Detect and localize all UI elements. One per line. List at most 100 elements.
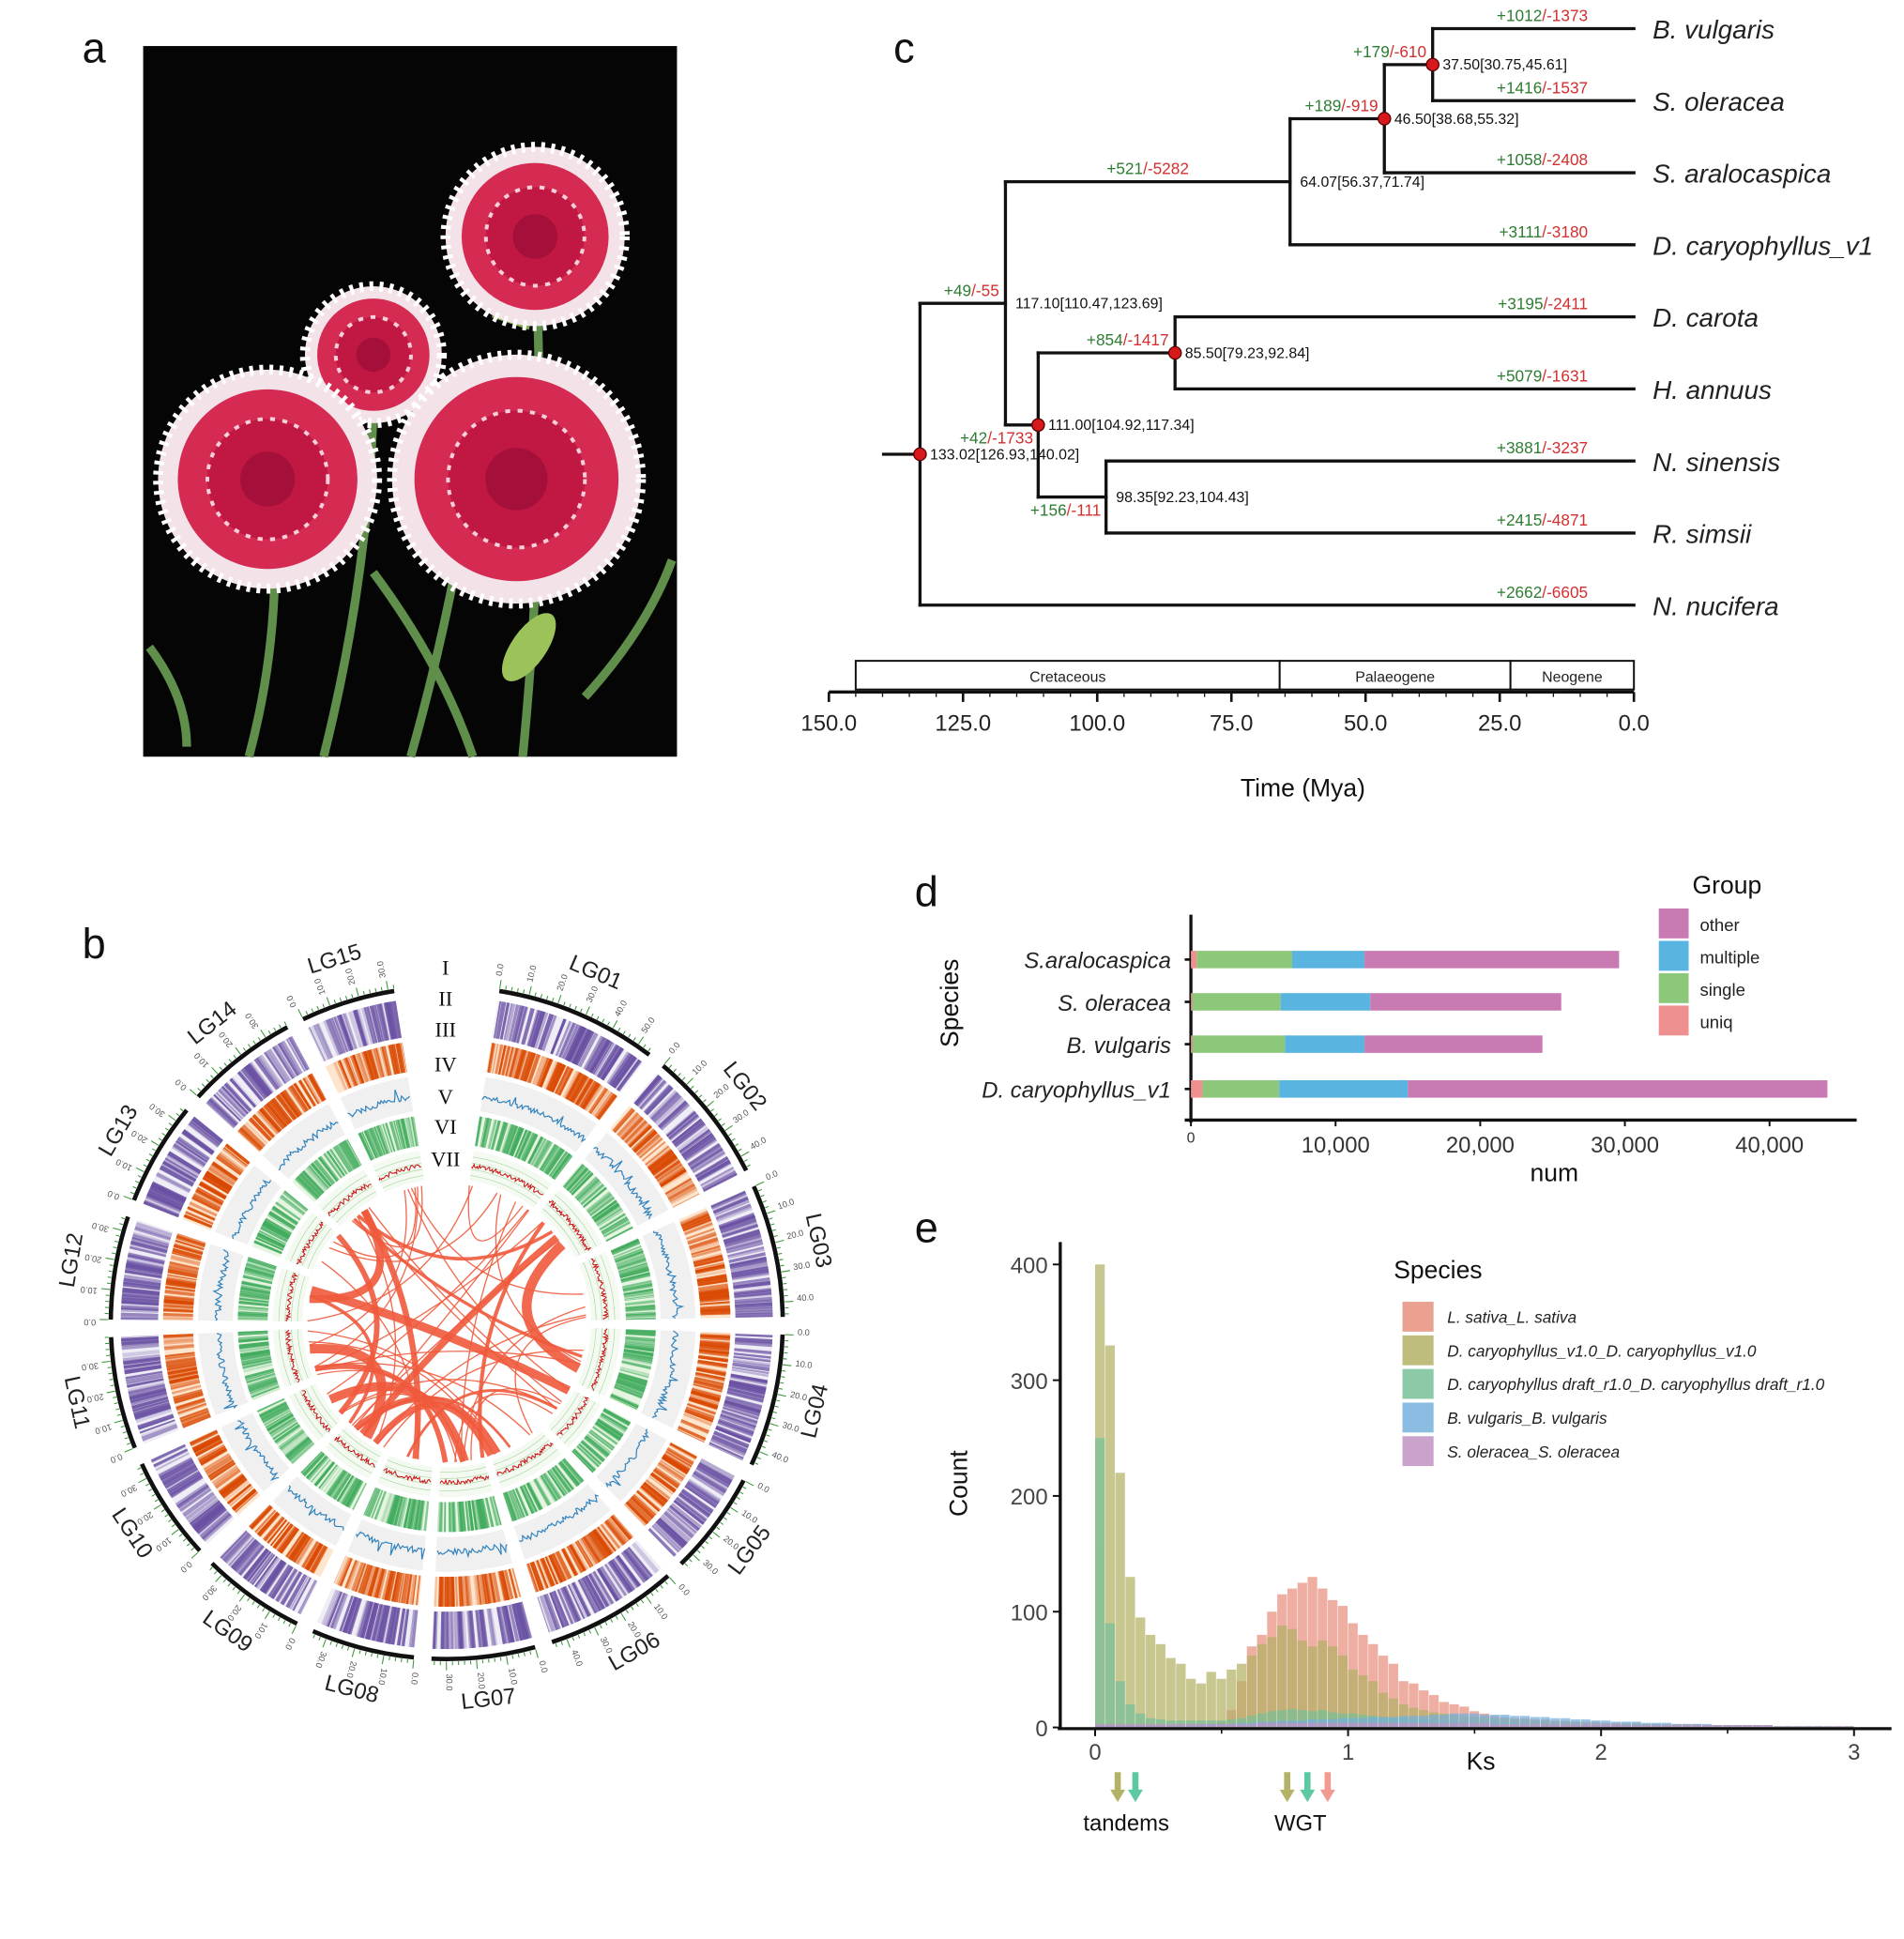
heat-stripe — [520, 1601, 532, 1639]
ideogram-tick — [197, 1088, 202, 1092]
heat-stripe — [733, 1287, 771, 1294]
ideogram-tick-label: 40.0 — [770, 1450, 789, 1465]
heat-stripe — [490, 1120, 501, 1151]
heat-stripe — [678, 1492, 711, 1518]
heat-stripe — [578, 1443, 602, 1465]
heat-stripe — [508, 1604, 520, 1642]
hist-y-tick-label: 100 — [1011, 1601, 1048, 1626]
track-iv-background — [480, 1076, 597, 1153]
heat-stripe — [502, 1492, 515, 1522]
heat-stripe — [364, 1488, 378, 1517]
gain-loss-label: +854/-1417 — [1087, 330, 1169, 349]
track-iv-background — [640, 1330, 696, 1428]
hist-bar — [1682, 1725, 1692, 1728]
heat-stripe — [589, 1196, 615, 1216]
heat-stripe — [519, 1051, 531, 1081]
heat-stripe — [616, 1255, 646, 1267]
heat-stripe — [390, 1571, 401, 1602]
gene-loss: /-919 — [1341, 97, 1378, 115]
heat-stripe — [709, 1438, 746, 1457]
heat-stripe — [599, 1416, 626, 1433]
heat-stripe — [623, 1288, 654, 1295]
heat-stripe — [574, 1077, 592, 1105]
heat-stripe — [698, 1286, 729, 1292]
ideogram-tick — [160, 1509, 165, 1513]
ideogram-tick — [523, 1652, 526, 1657]
heat-stripe — [693, 1252, 723, 1262]
heat-stripe — [628, 1499, 652, 1522]
heat-stripe — [650, 1092, 680, 1122]
heat-stripe — [333, 1555, 346, 1584]
heat-stripe — [363, 1487, 376, 1516]
heat-stripe — [510, 1004, 524, 1043]
heat-stripe — [651, 1525, 679, 1553]
heat-stripe — [627, 1123, 651, 1147]
ideogram-tick — [546, 996, 549, 1000]
heat-stripe — [735, 1305, 773, 1310]
ideogram-tick — [756, 1457, 761, 1459]
heat-stripe — [516, 1130, 530, 1159]
heat-stripe — [527, 1136, 544, 1165]
ideogram-tick — [356, 987, 359, 997]
heat-stripe — [541, 1473, 561, 1501]
heat-stripe — [538, 1013, 555, 1050]
heat-stripe — [688, 1397, 718, 1411]
heat-stripe — [588, 1431, 614, 1451]
heat-stripe — [660, 1458, 687, 1477]
heat-stripe — [663, 1453, 691, 1472]
heat-stripe — [481, 1498, 490, 1529]
heat-stripe — [627, 1546, 653, 1578]
ideogram-tick — [351, 994, 354, 999]
track-iv-background — [347, 1519, 426, 1571]
gene-gain: +854 — [1087, 330, 1123, 349]
heat-stripe — [614, 1385, 643, 1398]
heat-stripe — [689, 1145, 723, 1169]
heat-stripe — [530, 1561, 545, 1591]
heat-stripe — [529, 1137, 546, 1166]
heat-stripe — [607, 1562, 631, 1595]
heat-stripe — [713, 1199, 751, 1217]
heat-stripe — [616, 1379, 646, 1391]
heat-stripe — [596, 1044, 619, 1078]
flower-center — [239, 451, 296, 507]
heat-stripe — [391, 1607, 400, 1645]
heat-stripe — [618, 1371, 648, 1382]
heat-stripe — [735, 1315, 773, 1319]
heat-stripe — [568, 1073, 585, 1101]
heat-stripe — [554, 1155, 573, 1181]
gene-loss: /-610 — [1390, 42, 1426, 61]
heat-stripe — [363, 1487, 376, 1516]
heat-stripe — [602, 1409, 631, 1426]
heat-stripe — [550, 1467, 571, 1494]
ideogram-tick — [115, 1408, 120, 1411]
hist-bar — [1580, 1723, 1591, 1728]
ideogram-tick — [358, 1650, 361, 1655]
heat-stripe — [499, 1002, 510, 1040]
heat-stripe — [459, 1576, 465, 1607]
heat-stripe — [679, 1210, 709, 1226]
ideogram-tick — [557, 995, 562, 1004]
heat-stripe — [668, 1184, 697, 1203]
heat-stripe — [681, 1134, 714, 1158]
heat-stripe — [549, 1592, 565, 1628]
heat-stripe — [502, 1123, 514, 1153]
heat-stripe — [444, 1502, 446, 1533]
heat-stripe — [734, 1290, 771, 1296]
heat-stripe — [576, 1031, 595, 1066]
gain-loss-label: +179/-610 — [1353, 42, 1426, 61]
heat-stripe — [602, 1219, 630, 1236]
ideogram-tick — [620, 1612, 627, 1622]
chromosome-lg06: 0.010.020.030.040.0 LG06 — [492, 1431, 692, 1676]
hist-bar — [1702, 1725, 1713, 1728]
heat-stripe — [559, 1460, 580, 1486]
ideogram-tick — [586, 1006, 590, 1015]
ideogram-arc — [662, 1063, 749, 1172]
heat-stripe — [700, 1312, 731, 1316]
heat-stripe — [721, 1410, 758, 1424]
heat-stripe — [552, 1466, 572, 1493]
heat-stripe — [587, 1194, 613, 1214]
period-label: Neogene — [1542, 670, 1603, 686]
ideogram-arc — [210, 1562, 298, 1626]
heat-stripe — [601, 1215, 628, 1233]
heat-stripe — [537, 1596, 550, 1633]
